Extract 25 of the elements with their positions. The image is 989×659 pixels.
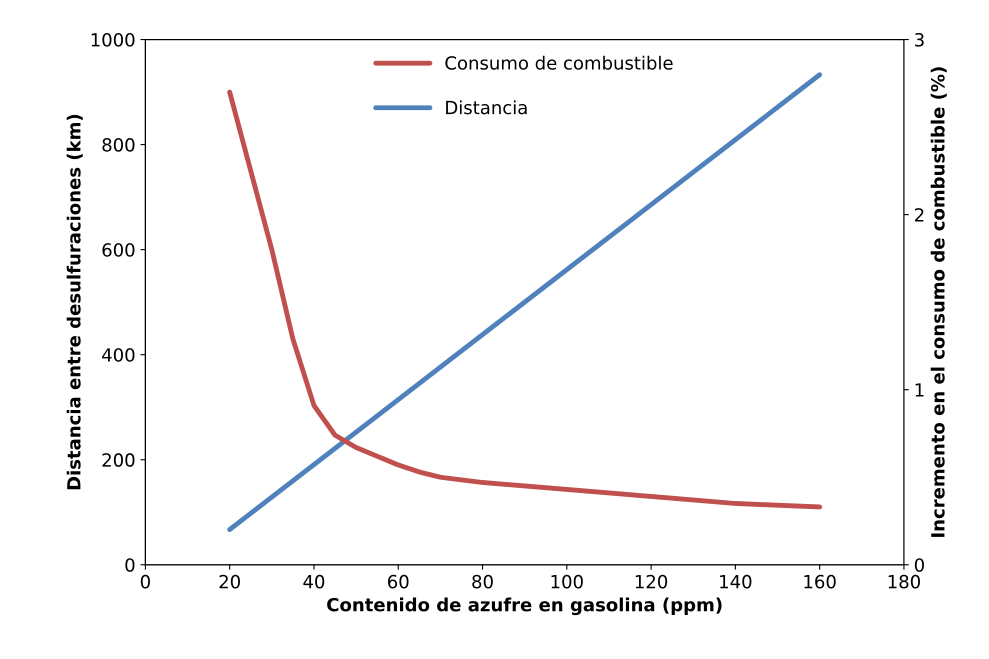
y2-tick-label: 2 [914,208,924,222]
x-axis-title: Contenido de azufre en gasolina (ppm) [327,598,722,616]
x-tick-label: 80 [472,574,493,588]
legend-label: Consumo de combustible [445,56,673,70]
y2-tick-label: 3 [915,33,924,47]
y-tick-label: 0 [125,558,134,572]
x-tick-label: 180 [888,574,920,588]
y2-tick-label: 0 [914,558,924,572]
y-axis-title: Distancia entre desulfuraciones (km) [66,114,83,490]
x-tick-label: 120 [636,574,668,588]
y2-axis-title: Incremento en el consumo de combustible (%) [930,67,947,537]
legend-label: Distancia [446,100,527,114]
x-tick-label: 160 [804,574,836,588]
x-tick-label: 60 [388,574,409,588]
y2-tick-label: 1 [916,383,924,397]
y-tick-label: 800 [102,138,134,152]
x-tick-label: 0 [140,574,150,588]
y-tick-label: 400 [102,348,134,362]
y-tick-label: 1000 [92,33,134,47]
y-tick-label: 200 [102,453,134,467]
x-tick-label: 100 [552,574,583,588]
x-tick-label: 20 [220,574,240,588]
y-tick-label: 600 [102,243,134,257]
x-tick-label: 140 [720,574,752,588]
x-tick-label: 40 [303,574,324,588]
